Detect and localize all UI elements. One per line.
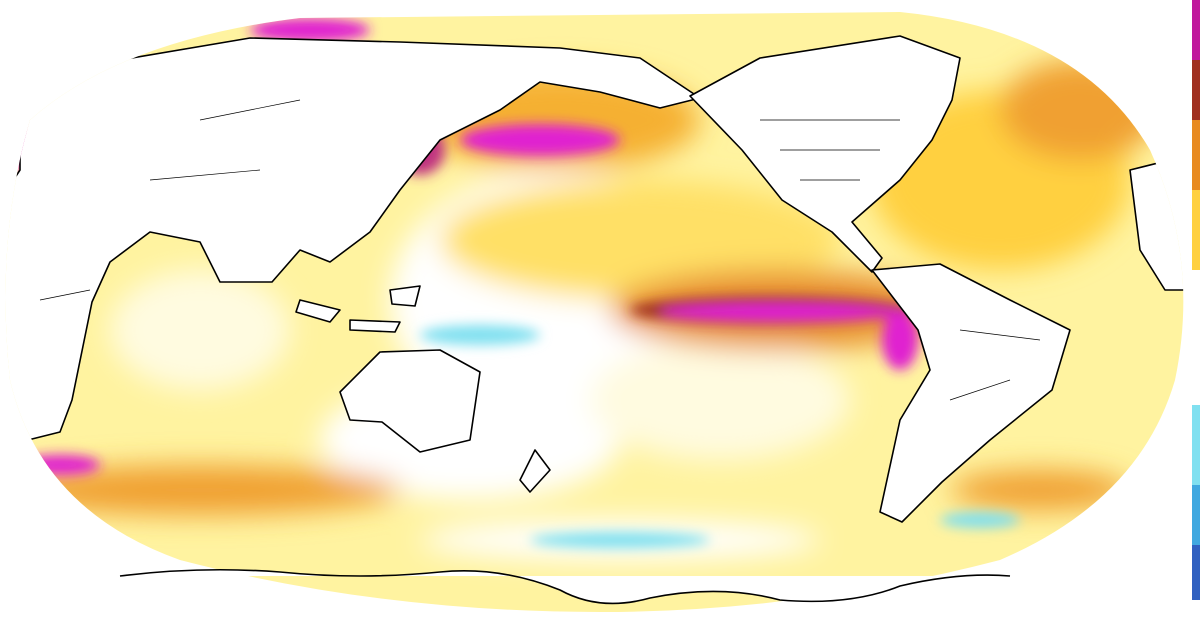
color-bar-segment <box>1192 405 1200 485</box>
color-bar-segment <box>1192 545 1200 600</box>
antarctica <box>119 568 1011 605</box>
north-america <box>689 35 961 273</box>
color-bar-segment <box>1192 120 1200 190</box>
color-bar <box>1192 0 1200 600</box>
color-bar-segment <box>1192 60 1200 120</box>
color-bar-segment <box>1192 0 1200 60</box>
indonesia <box>295 285 421 333</box>
color-bar-segment <box>1192 190 1200 270</box>
australia <box>339 349 481 453</box>
color-bar-segment <box>1192 485 1200 545</box>
borders <box>39 99 1041 401</box>
new-zealand <box>519 449 551 493</box>
eurasia-africa <box>5 37 701 443</box>
continents <box>5 35 1184 523</box>
